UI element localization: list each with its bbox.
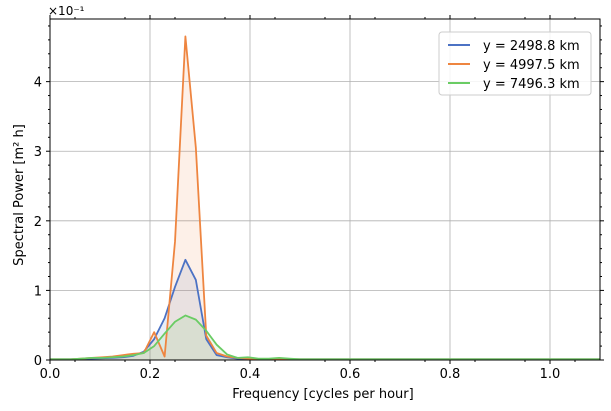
x-axis-ticks: 0.0 0.2 0.4 0.6 0.8 1.0 <box>40 15 576 382</box>
series-fill-1 <box>50 259 600 360</box>
x-tick-label: 1.0 <box>540 367 561 382</box>
y-tick-label: 0 <box>34 354 42 369</box>
legend-label-1: y = 2498.8 km <box>483 39 580 54</box>
legend-label-2: y = 4997.5 km <box>483 58 580 73</box>
x-tick-label: 0.2 <box>140 367 161 382</box>
x-tick-label: 0.4 <box>240 367 261 382</box>
series-line-3 <box>50 314 600 361</box>
series-fills <box>50 36 600 361</box>
x-tick-label: 0.6 <box>340 367 361 382</box>
y-tick-label: 2 <box>34 215 42 230</box>
legend: y = 2498.8 km y = 4997.5 km y = 7496.3 km <box>438 31 592 96</box>
y-tick-label: 3 <box>34 145 42 160</box>
x-tick-label: 0.0 <box>40 367 61 382</box>
legend-label-3: y = 7496.3 km <box>483 77 580 92</box>
legend-box <box>438 31 592 96</box>
y-tick-label: 1 <box>34 284 42 299</box>
y-offset-text: ×10⁻¹ <box>48 4 85 18</box>
series-fill-3 <box>50 315 600 360</box>
x-tick-label: 0.8 <box>440 367 461 382</box>
series-lines <box>50 35 600 361</box>
x-axis-label: Frequency [cycles per hour] <box>232 387 413 402</box>
series-fill-2 <box>50 36 600 361</box>
y-tick-label: 4 <box>34 76 42 91</box>
y-axis-label: Spectral Power [m² h] <box>12 124 27 266</box>
y-axis-ticks: 0 1 2 3 4 <box>34 25 604 369</box>
